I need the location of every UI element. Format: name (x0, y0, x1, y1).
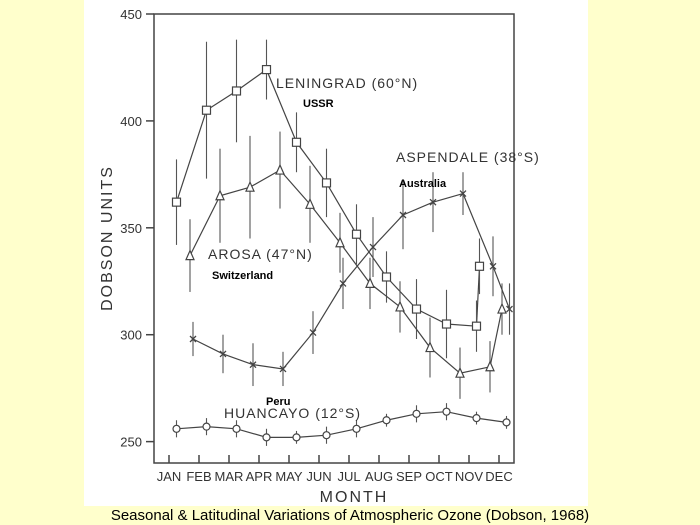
x-tick-label: OCT (425, 469, 453, 484)
data-point (441, 319, 452, 329)
data-point (279, 365, 287, 373)
data-point (335, 236, 345, 248)
data-point (322, 431, 331, 440)
data-point (459, 190, 467, 198)
data-point (471, 321, 482, 331)
data-point (502, 418, 511, 427)
x-tick-label: JUN (306, 469, 331, 484)
series-label-leningrad: LENINGRAD (60°N) (276, 75, 418, 91)
data-point (292, 433, 301, 442)
series-line (176, 411, 507, 438)
series-layer (171, 39, 513, 446)
data-point (369, 243, 377, 251)
data-point (382, 416, 391, 425)
x-tick-label: DEC (485, 469, 512, 484)
series-label-aspendale: ASPENDALE (38°S) (396, 149, 540, 165)
data-point (215, 189, 225, 201)
axes-layer: DOBSON UNITS MONTH (99, 13, 515, 506)
data-point (497, 302, 507, 314)
series-label-arosa: AROSA (47°N) (208, 246, 313, 262)
data-point (185, 249, 195, 261)
data-point (172, 424, 181, 433)
series-labels-layer: LENINGRAD (60°N) USSR AROSA (47°N) Switz… (208, 75, 540, 421)
series-tail-line (489, 308, 503, 367)
series-square (171, 39, 485, 359)
figure-caption: Seasonal & Latitudinal Variations of Atm… (110, 507, 590, 524)
data-point (352, 424, 361, 433)
region-label-switzerland: Switzerland (212, 270, 273, 282)
y-tick-label: 250 (120, 435, 142, 450)
series-label-huancayo: HUANCAYO (12°S) (224, 405, 361, 421)
data-point (262, 433, 271, 442)
data-point (381, 272, 392, 282)
data-point (201, 105, 212, 115)
data-point (472, 414, 481, 423)
data-point (474, 261, 485, 271)
x-axis-title: MONTH (320, 489, 389, 506)
x-tick-label: MAR (215, 469, 244, 484)
y-tick-label: 450 (120, 7, 142, 22)
data-point (442, 407, 451, 416)
series-x (189, 172, 513, 387)
data-point (455, 366, 465, 378)
plot-frame (153, 13, 515, 464)
data-point (365, 276, 375, 288)
chart-figure: DOBSON UNITS MONTH 250 300 350 400 450 JAN FEB… (84, 0, 588, 506)
data-point (231, 86, 242, 96)
data-point (245, 180, 255, 192)
region-label-ussr: USSR (303, 98, 334, 110)
x-tick-label: NOV (455, 469, 484, 484)
data-point (305, 197, 315, 209)
region-label-peru: Peru (266, 396, 290, 408)
data-point (339, 279, 347, 287)
series-tail-line (492, 266, 511, 310)
data-point (219, 350, 227, 358)
y-tick-label: 350 (120, 221, 142, 236)
data-point (506, 305, 513, 313)
data-point (425, 341, 435, 353)
y-tick-label: 300 (120, 328, 142, 343)
ozone-chart: DOBSON UNITS MONTH 250 300 350 400 450 JAN FEB… (99, 7, 540, 506)
data-point (232, 424, 241, 433)
series-circle (172, 403, 511, 446)
x-tick-label: MAY (275, 469, 303, 484)
data-point (189, 335, 197, 343)
x-tick-label: FEB (186, 469, 211, 484)
data-point (351, 229, 362, 239)
data-point (202, 422, 211, 431)
data-point (412, 409, 421, 418)
x-tick-label: JAN (157, 469, 182, 484)
series-triangle (185, 131, 507, 399)
data-point (249, 361, 257, 369)
data-point (275, 163, 285, 175)
data-point (429, 198, 437, 206)
data-point (411, 304, 422, 314)
y-axis-title: DOBSON UNITS (99, 165, 116, 311)
x-tick-label: JUL (337, 469, 360, 484)
x-tick-label: AUG (365, 469, 393, 484)
data-point (261, 64, 272, 75)
data-point (395, 300, 405, 312)
data-point (291, 137, 302, 147)
y-tick-label: 400 (120, 114, 142, 129)
data-point (489, 262, 497, 270)
x-tick-label: APR (246, 469, 273, 484)
region-label-australia: Australia (399, 178, 447, 190)
x-tick-label: SEP (396, 469, 422, 484)
data-point (321, 178, 332, 188)
data-point (171, 197, 182, 207)
data-point (485, 360, 495, 372)
data-point (309, 329, 317, 337)
data-point (399, 211, 407, 219)
